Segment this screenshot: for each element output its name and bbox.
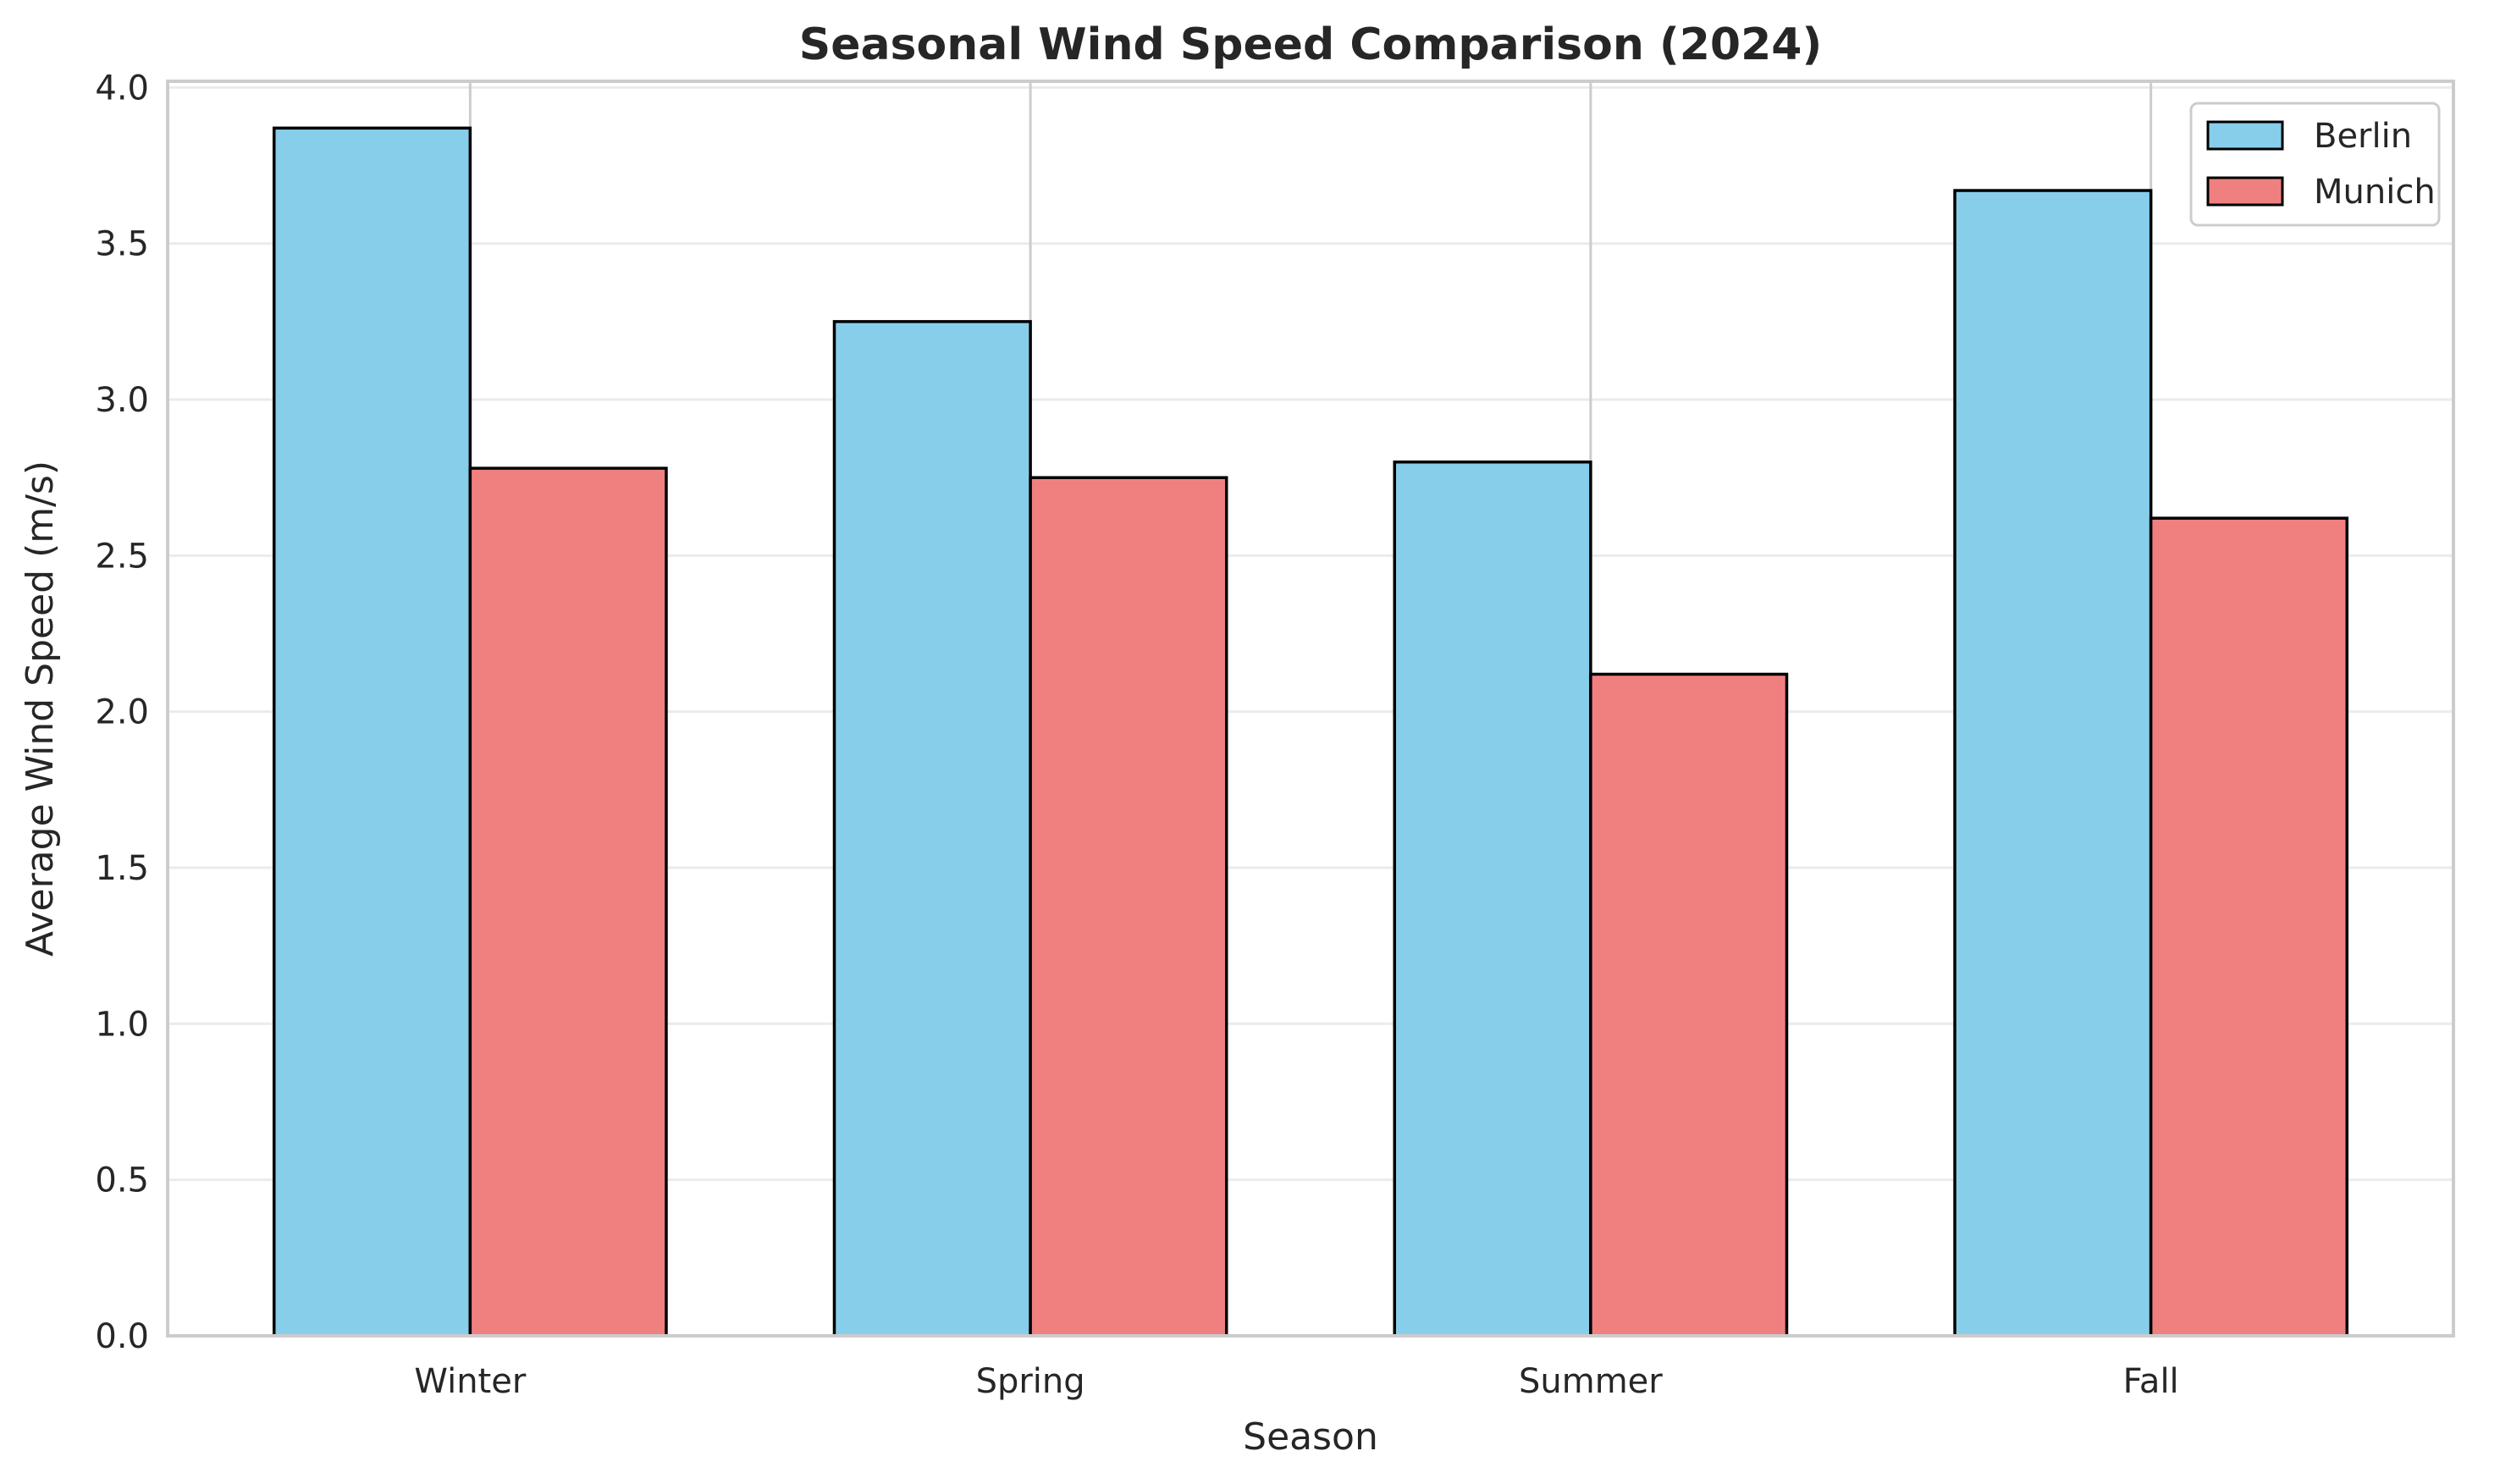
legend-swatch-berlin [2206,120,2284,151]
legend-label-munich: Munich [2314,173,2436,212]
x-tick-label: Fall [2123,1362,2179,1401]
y-tick-label: 1.5 [95,849,149,888]
legend-swatch-munich [2206,176,2284,207]
y-tick-label: 3.0 [95,381,149,420]
bar-berlin-winter [272,126,472,1338]
y-tick-label: 4.0 [95,69,149,108]
x-axis-label: Season [1243,1415,1378,1459]
y-tick-label: 0.5 [95,1161,149,1200]
x-tick-label: Spring [976,1362,1085,1401]
bar-berlin-fall [1953,189,2153,1338]
bar-munich-summer [1589,672,1789,1338]
bar-munich-fall [2149,516,2349,1338]
bar-berlin-spring [832,320,1032,1338]
y-tick-label: 2.0 [95,693,149,732]
legend: Berlin Munich [2189,102,2441,227]
bars-layer [272,126,2349,1338]
y-tick-label: 0.0 [95,1317,149,1356]
x-tick-label: Summer [1519,1362,1663,1401]
ticks-layer: 0.0 0.5 1.0 1.5 2.0 2.5 3.0 3.5 4.0 Winter Spring S… [95,69,2178,1401]
x-tick-label: Winter [414,1362,526,1401]
y-tick-label: 2.5 [95,537,149,576]
legend-label-berlin: Berlin [2314,117,2412,156]
plot-frame [166,80,2455,1338]
chart-title: Seasonal Wind Speed Comparison (2024) [799,19,1823,70]
y-tick-label: 3.5 [95,225,149,264]
bar-munich-spring [1029,476,1228,1338]
y-axis-label: Average Wind Speed (m/s) [19,461,62,957]
bar-berlin-summer [1393,461,1592,1338]
bar-munich-winter [468,466,668,1338]
y-tick-label: 1.0 [95,1005,149,1044]
